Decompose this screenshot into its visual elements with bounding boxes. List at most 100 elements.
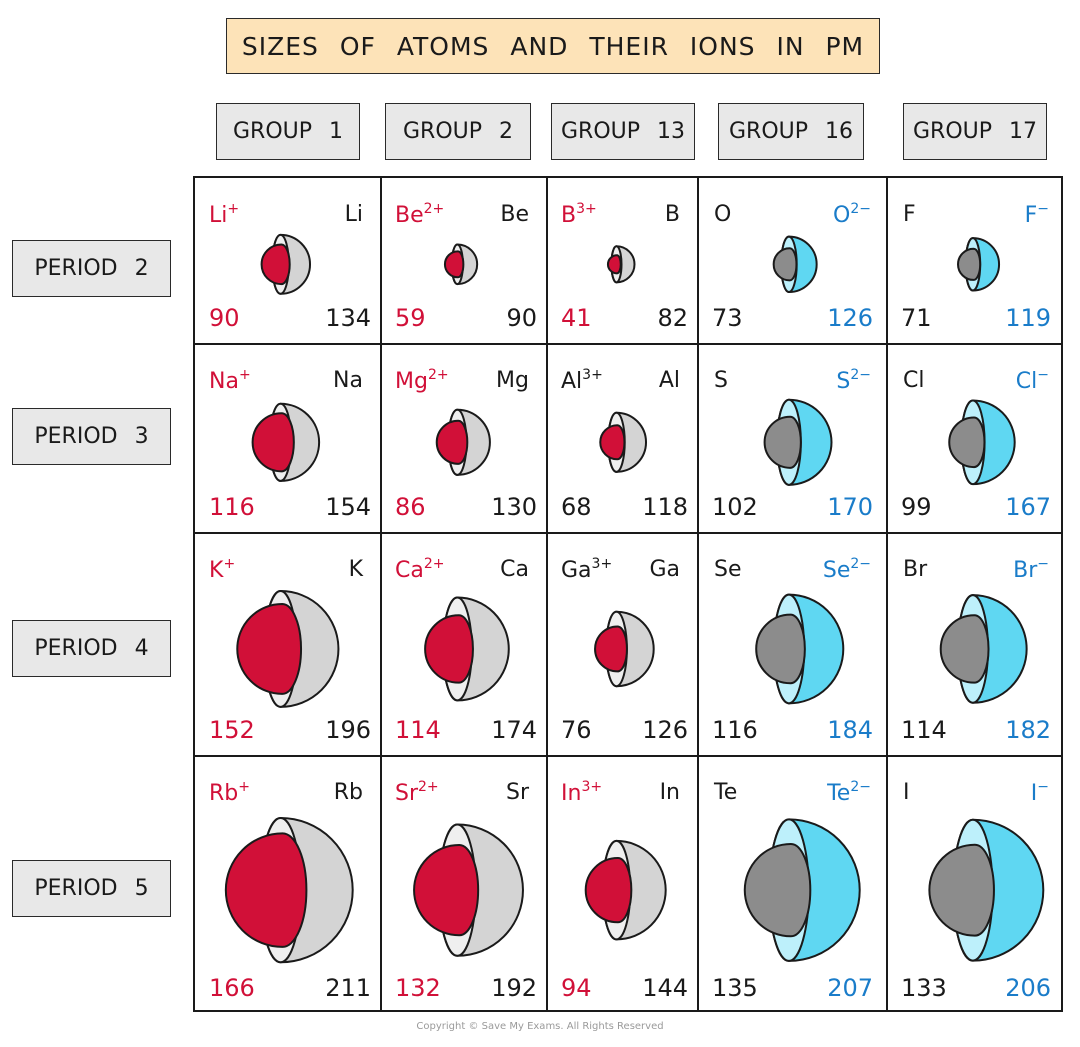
cell-br: Br− Br 182 114 [887, 533, 1065, 756]
ion-symbol-base: Al [561, 369, 583, 394]
grid-column-divider [886, 178, 888, 1010]
ion-charge: − [1037, 201, 1049, 217]
ion-charge: + [227, 201, 240, 217]
ion-symbol-base: Cl [1015, 369, 1038, 394]
size-comparison-figure [443, 243, 479, 286]
ion-symbol: K+ [209, 557, 235, 582]
ion-radius-value: 59 [395, 304, 426, 332]
ion-symbol: In3+ [561, 780, 602, 805]
ion-symbol-base: I [1030, 781, 1038, 806]
ion-charge: 2− [850, 201, 871, 217]
ion-symbol: F− [1025, 202, 1049, 227]
ion-radius-value: 184 [827, 716, 873, 744]
ion-radius-value: 132 [395, 974, 441, 1002]
ion-charge: 3+ [576, 201, 597, 217]
atom-radius-value: 196 [325, 716, 371, 744]
cell-in: In3+ In 94 144 [547, 756, 698, 1014]
ion-symbol: Al3+ [561, 368, 603, 393]
atom-radius-value: 154 [325, 493, 371, 521]
ion-sphere [594, 625, 628, 673]
cell-f: F− F 119 71 [887, 178, 1065, 344]
atom-radius-value: 134 [325, 304, 371, 332]
period-header-3: PERIOD 3 [12, 408, 171, 465]
atom-radius-value: 114 [901, 716, 947, 744]
atom-sphere [772, 247, 798, 282]
atom-symbol: K [348, 557, 363, 582]
size-comparison-figure [763, 398, 833, 486]
diagram-title: SIZES OF ATOMS AND THEIR IONS IN PM [226, 18, 880, 74]
ion-sphere [224, 832, 308, 948]
ion-symbol: Ga3+ [561, 557, 612, 582]
ion-charge: 2− [850, 556, 871, 572]
ion-symbol-base: Ca [395, 558, 424, 583]
size-comparison-figure [606, 245, 636, 284]
ion-symbol: S2− [836, 368, 871, 393]
cell-al: Al3+ Al 68 118 [547, 344, 698, 533]
ion-symbol: Te2− [827, 780, 871, 805]
ion-radius-value: 170 [827, 493, 873, 521]
atom-symbol: Ga [649, 557, 680, 582]
atom-radius-value: 135 [712, 974, 758, 1002]
ion-symbol-base: Li [209, 203, 228, 228]
size-comparison-figure [224, 817, 354, 964]
size-comparison-figure [599, 411, 647, 473]
ion-symbol: Br− [1013, 557, 1049, 582]
ion-sphere [584, 857, 633, 924]
atom-symbol: Li [344, 202, 363, 227]
period-header-2: PERIOD 2 [12, 240, 171, 297]
ion-charge: + [238, 779, 250, 795]
ion-radius-value: 182 [1005, 716, 1051, 744]
atom-sphere [928, 843, 995, 937]
atom-symbol: Be [500, 202, 529, 227]
grid-row-divider [195, 755, 1061, 757]
period-header-5: PERIOD 5 [12, 860, 171, 917]
period-header-4: PERIOD 4 [12, 620, 171, 677]
atom-radius-value: 144 [642, 974, 688, 1002]
grid-row-divider [195, 343, 1061, 345]
ion-symbol-base: O [833, 203, 851, 228]
ion-radius-value: 167 [1005, 493, 1051, 521]
ion-symbol-base: Te [827, 781, 851, 806]
group-header-1: GROUP 1 [216, 103, 360, 160]
ion-symbol: O2− [833, 202, 871, 227]
ion-symbol-base: F [1024, 203, 1038, 228]
size-comparison-figure [772, 235, 818, 294]
ion-symbol: Se2− [823, 557, 871, 582]
ion-symbol: Cl− [1016, 368, 1049, 393]
atom-sphere [948, 416, 986, 469]
ion-symbol: B3+ [561, 202, 597, 227]
atom-sphere [939, 614, 990, 684]
ion-charge: 2+ [427, 367, 449, 383]
cell-li: Li+ Li 90 134 [195, 178, 381, 344]
atom-symbol: S [714, 368, 728, 393]
atom-radius-value: 174 [491, 716, 537, 744]
atom-radius-value: 71 [901, 304, 932, 332]
ion-symbol-base: Mg [395, 369, 428, 394]
ion-charge: 2− [850, 779, 871, 795]
atom-symbol: In [659, 780, 680, 805]
ion-sphere [599, 424, 626, 461]
ion-symbol-base: In [561, 781, 582, 806]
cell-b: B3+ B 41 82 [547, 178, 698, 344]
ion-sphere [424, 614, 474, 684]
atom-symbol: Rb [333, 780, 363, 805]
ion-charge: + [223, 556, 236, 572]
ion-radius-value: 207 [827, 974, 873, 1002]
grid-column-divider [380, 178, 382, 1010]
size-comparison-figure [260, 233, 311, 295]
atom-sphere [755, 613, 806, 685]
ion-sphere [443, 250, 465, 279]
ion-charge: 2+ [423, 556, 445, 572]
cell-sr: Sr2+ Sr 132 192 [381, 756, 547, 1014]
atom-radius-value: 192 [491, 974, 537, 1002]
size-comparison-figure [743, 818, 861, 962]
size-comparison-figure [755, 593, 845, 705]
ion-charge: − [1037, 779, 1049, 795]
grid-column-divider [546, 178, 548, 1010]
group-header-4: GROUP 16 [718, 103, 864, 160]
cell-k: K+ K 152 196 [195, 533, 381, 756]
atom-radius-value: 99 [901, 493, 932, 521]
atom-symbol: F [903, 202, 916, 227]
grid-row-divider [195, 532, 1061, 534]
cell-be: Be2+ Be 59 90 [381, 178, 547, 344]
